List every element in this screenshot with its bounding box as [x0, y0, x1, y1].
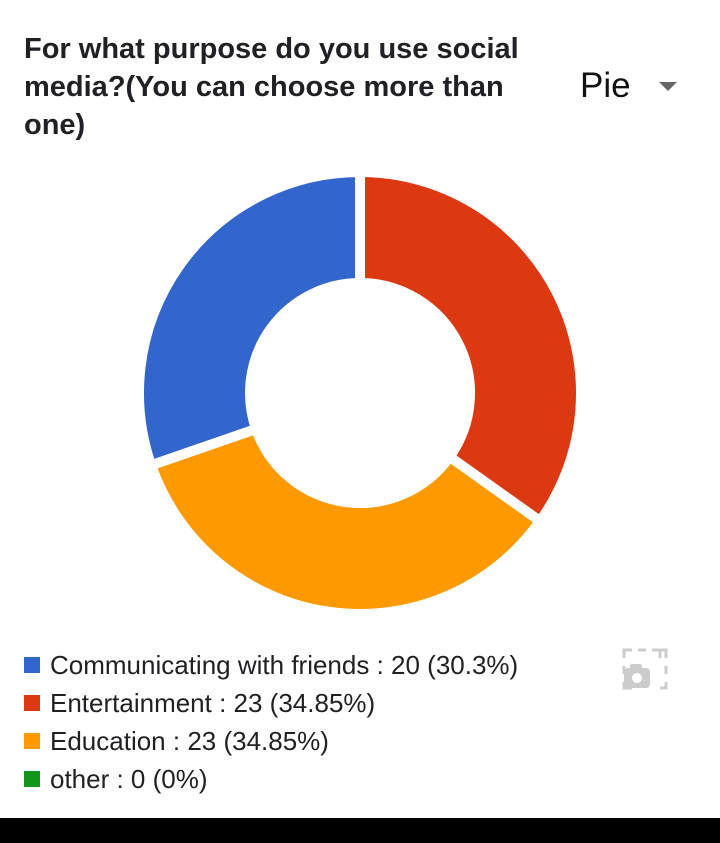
legend-swatch	[24, 733, 40, 749]
legend-swatch	[24, 771, 40, 787]
legend-swatch	[24, 657, 40, 673]
chart-type-dropdown[interactable]: Pie	[580, 66, 677, 106]
legend-item[interactable]: Entertainment : 23 (34.85%)	[24, 684, 518, 722]
chart-type-label: Pie	[580, 66, 631, 105]
donut-chart	[134, 166, 586, 619]
legend-item[interactable]: Education : 23 (34.85%)	[24, 722, 518, 760]
slice-entertainment[interactable]	[355, 166, 586, 529]
legend-label: Communicating with friends : 20 (30.3%)	[50, 649, 519, 680]
legend-label: Education : 23 (34.85%)	[50, 725, 329, 756]
legend-item[interactable]: other : 0 (0%)	[24, 760, 518, 798]
caret-down-icon	[658, 81, 677, 91]
legend-label: Entertainment : 23 (34.85%)	[50, 687, 376, 718]
slice-communicating-with-friends[interactable]	[134, 166, 365, 472]
legend: Communicating with friends : 20 (30.3%) E…	[24, 646, 518, 798]
legend-item[interactable]: Communicating with friends : 20 (30.3%)	[24, 646, 518, 684]
system-navigation-bar	[0, 818, 720, 843]
slice-education[interactable]	[144, 422, 547, 619]
legend-label: other : 0 (0%)	[50, 763, 208, 794]
camera-icon[interactable]	[622, 648, 668, 690]
chart-title: For what purpose do you use social media…	[24, 33, 519, 141]
legend-swatch	[24, 695, 40, 711]
